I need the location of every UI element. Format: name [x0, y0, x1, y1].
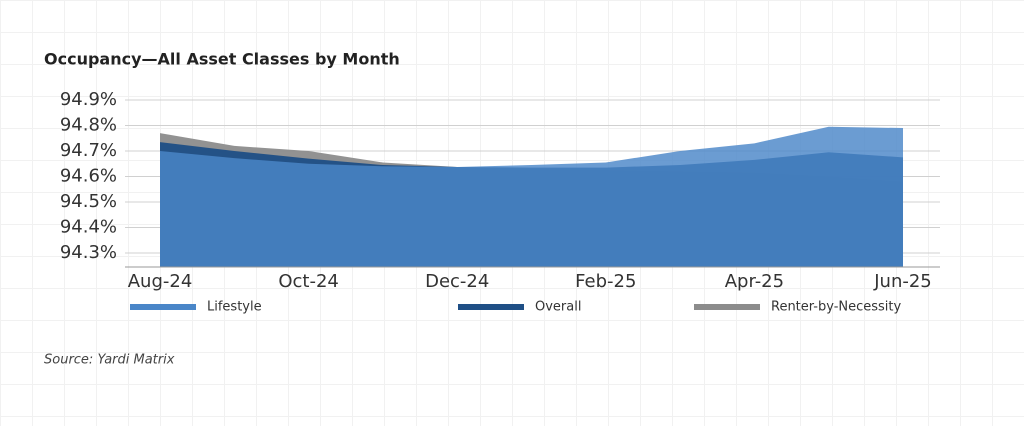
x-tick-label: Jun-25: [873, 271, 932, 292]
area: [160, 126, 903, 267]
y-tick-label: 94.8%: [60, 114, 117, 135]
legend-label: Lifestyle: [207, 300, 262, 315]
y-tick-label: 94.9%: [60, 89, 117, 110]
x-tick-label: Feb-25: [575, 271, 636, 292]
y-tick-label: 94.4%: [60, 216, 117, 237]
y-tick-label: 94.7%: [60, 140, 117, 161]
y-tick-label: 94.3%: [60, 242, 117, 263]
legend-swatch: [458, 304, 524, 310]
y-tick-label: 94.5%: [60, 191, 117, 212]
chart-title: Occupancy—All Asset Classes by Month: [44, 50, 400, 69]
legend-label: Renter-by-Necessity: [771, 300, 902, 315]
y-tick-label: 94.6%: [60, 165, 117, 186]
source-note: Source: Yardi Matrix: [44, 353, 175, 368]
x-tick-label: Dec-24: [425, 271, 489, 292]
x-tick-label: Oct-24: [278, 271, 339, 292]
x-tick-label: Apr-25: [725, 271, 784, 292]
legend-label: Overall: [535, 300, 581, 315]
legend-swatch: [130, 304, 196, 310]
legend-swatch: [694, 304, 760, 310]
x-tick-label: Aug-24: [128, 271, 193, 292]
